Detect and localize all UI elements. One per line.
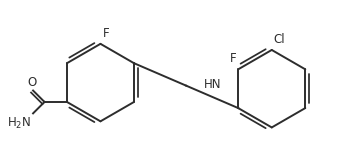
Text: Cl: Cl xyxy=(274,33,285,46)
Text: H$_2$N: H$_2$N xyxy=(7,116,31,131)
Text: F: F xyxy=(103,27,109,40)
Text: HN: HN xyxy=(204,78,221,91)
Text: O: O xyxy=(28,76,37,89)
Text: F: F xyxy=(229,52,236,65)
